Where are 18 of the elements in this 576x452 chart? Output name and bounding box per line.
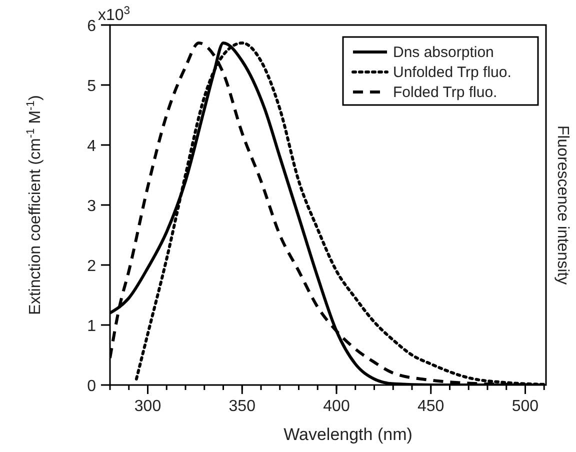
x-tick-label: 450 bbox=[418, 398, 444, 415]
y-tick-label: 3 bbox=[87, 198, 96, 215]
legend-label: Unfolded Trp fluo. bbox=[393, 64, 512, 81]
x-tick-label: 350 bbox=[228, 398, 256, 415]
y-tick-label: 6 bbox=[87, 18, 96, 35]
y-tick-label: 1 bbox=[87, 318, 96, 335]
x-tick-label: 500 bbox=[512, 398, 539, 415]
text: x10$^{3}$ bbox=[98, 5, 130, 24]
y-tick-label: 5 bbox=[87, 78, 96, 95]
x-tick-label: 400 bbox=[323, 398, 350, 415]
legend-label: Folded Trp fluo. bbox=[393, 84, 498, 101]
legend-label: Dns absorption bbox=[393, 44, 494, 61]
x-axis-title: Wavelength (nm) bbox=[284, 425, 412, 444]
y-tick-label: 2 bbox=[87, 258, 96, 275]
y2-axis-title: Fluorescence intensity bbox=[554, 125, 571, 285]
x-tick-label: 300 bbox=[134, 398, 162, 415]
y-tick-label: 0 bbox=[87, 378, 96, 395]
y-tick-label: 4 bbox=[87, 138, 96, 155]
